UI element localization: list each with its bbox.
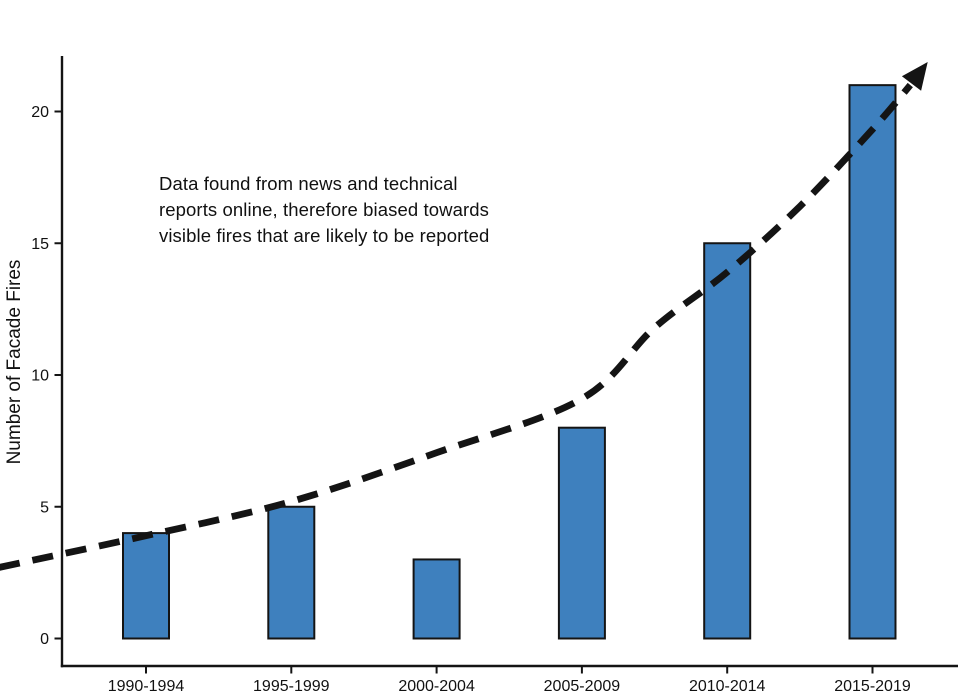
- x-tick-label: 2005-2009: [544, 678, 621, 695]
- bar-2015-2019: [848, 84, 897, 640]
- y-tick-label: 15: [31, 236, 49, 253]
- trend-dashed-line: [0, 82, 913, 571]
- annotation-line-3: visible fires that are likely to be repo…: [159, 225, 489, 246]
- y-tick-label: 20: [31, 104, 49, 121]
- annotation: Data found from news and technical repor…: [159, 173, 489, 246]
- trend-arrow-layer: [0, 62, 928, 571]
- axes-layer: 0 5 10 15 20 1990-1994 1995-1999 2000-2004 2005-…: [31, 56, 958, 695]
- x-tick-label: 1995-1999: [253, 678, 330, 695]
- y-tick-label: 10: [31, 368, 49, 385]
- bar-2005-2009: [557, 426, 606, 640]
- bar-1990-1994: [122, 532, 170, 640]
- bar-2010-2014: [703, 242, 752, 640]
- x-tick-label: 2015-2019: [834, 678, 911, 695]
- bar-1995-1999: [267, 505, 316, 640]
- bar-2000-2004: [412, 558, 461, 640]
- trend-arrowhead: [901, 62, 928, 91]
- x-tick-label: 1990-1994: [108, 678, 185, 695]
- x-tick-label: 2000-2004: [398, 678, 475, 695]
- y-tick-label: 0: [40, 631, 49, 648]
- annotation-line-1: Data found from news and technical: [159, 173, 458, 194]
- bars-layer: [122, 84, 897, 640]
- y-tick-label: 5: [40, 499, 49, 516]
- x-tick-label: 2010-2014: [689, 678, 766, 695]
- annotation-line-2: reports online, therefore biased towards: [159, 199, 489, 220]
- y-axis-title: Number of Facade Fires: [4, 260, 25, 465]
